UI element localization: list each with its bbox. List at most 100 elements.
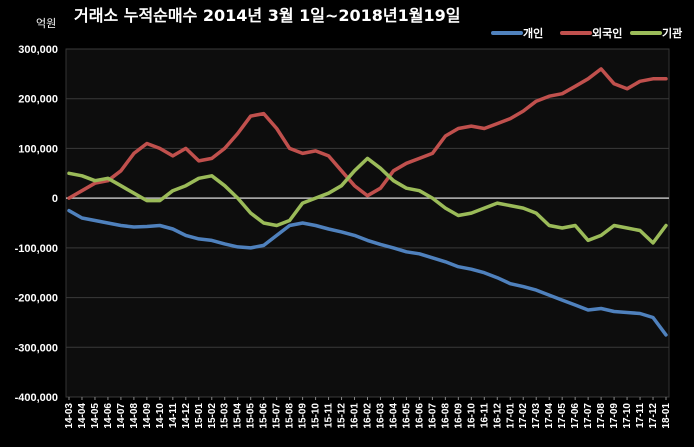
data-point <box>288 219 291 222</box>
x-tick-label: 16-06 <box>414 403 425 429</box>
data-point <box>236 132 239 135</box>
data-point <box>573 303 577 307</box>
data-point <box>366 194 369 197</box>
data-point <box>158 147 162 150</box>
data-point <box>405 250 408 254</box>
data-point <box>249 246 252 250</box>
x-tick-label: 14-04 <box>77 403 88 429</box>
data-point <box>210 157 213 160</box>
data-point <box>664 224 668 227</box>
y-axis-ticks: 300,000 200,000 100,000 0 -100,000 -200,000 -3… <box>15 44 58 404</box>
data-point <box>444 206 447 210</box>
x-tick-label: 14-08 <box>129 403 140 429</box>
data-point <box>249 211 252 215</box>
x-tick-label: 15-08 <box>285 403 296 429</box>
data-point <box>106 221 110 225</box>
x-tick-label: 17-08 <box>596 403 607 429</box>
data-point <box>431 196 434 200</box>
data-point <box>288 147 291 150</box>
data-point <box>301 221 304 225</box>
data-point <box>560 92 564 95</box>
data-point <box>158 199 162 202</box>
data-point <box>132 191 136 195</box>
data-point <box>586 77 590 81</box>
x-tick-label: 15-09 <box>298 403 309 429</box>
data-point <box>340 230 343 234</box>
plot-area <box>65 48 670 398</box>
data-point <box>522 285 525 288</box>
x-tick-label: 15-10 <box>311 403 322 429</box>
data-point <box>327 227 330 231</box>
data-point <box>210 239 213 242</box>
data-point <box>184 147 188 150</box>
data-point <box>197 237 200 241</box>
data-point <box>314 149 317 153</box>
x-tick-label: 17-07 <box>583 403 594 429</box>
data-point <box>638 312 642 315</box>
data-point <box>275 127 278 130</box>
x-tick-label: 16-09 <box>453 403 464 429</box>
x-tick-label: 17-02 <box>518 403 529 429</box>
x-tick-label: 15-11 <box>324 403 335 428</box>
data-point <box>171 154 175 158</box>
x-tick-label: 15-07 <box>272 403 283 429</box>
x-tick-label: 16-07 <box>427 403 438 429</box>
data-point <box>80 216 84 220</box>
data-point <box>353 234 356 237</box>
x-tick-label: 17-11 <box>635 403 646 428</box>
data-point <box>132 152 136 155</box>
series-lines <box>67 67 668 337</box>
data-point <box>560 226 564 230</box>
data-point <box>651 77 655 81</box>
data-point <box>392 169 395 172</box>
data-point <box>444 260 447 263</box>
x-tick-label: 17-10 <box>622 403 633 429</box>
y-tick-label: -100,000 <box>15 243 58 255</box>
x-tick-label: 15-01 <box>194 403 205 429</box>
x-tick-label: 18-01 <box>661 403 672 429</box>
data-point <box>535 288 538 292</box>
x-tick-label: 14-06 <box>103 403 114 429</box>
data-point <box>132 225 136 229</box>
data-point <box>547 95 551 98</box>
data-point <box>612 310 616 313</box>
data-point <box>145 199 149 202</box>
data-point <box>327 191 330 195</box>
x-tick-label: 17-01 <box>505 403 516 429</box>
data-point <box>340 184 343 187</box>
y-tick-label: -300,000 <box>15 342 58 354</box>
data-point <box>599 307 603 310</box>
data-point <box>457 127 460 130</box>
data-point <box>197 159 200 163</box>
data-point <box>457 265 460 268</box>
data-point <box>223 242 226 246</box>
y-tick-label: 0 <box>52 193 58 205</box>
data-point <box>340 169 343 172</box>
data-point <box>496 276 499 279</box>
data-point <box>509 204 512 207</box>
data-point <box>535 100 538 103</box>
data-point <box>119 224 123 227</box>
x-tick-label: 15-12 <box>337 403 348 429</box>
data-point <box>483 127 486 130</box>
data-point <box>470 124 473 128</box>
y-tick-label: 100,000 <box>18 143 58 155</box>
x-tick-label: 14-07 <box>116 403 127 429</box>
x-tick-label: 16-01 <box>350 403 361 429</box>
data-point <box>379 167 382 170</box>
data-point <box>314 224 317 227</box>
data-point <box>210 174 213 177</box>
data-point <box>625 226 629 230</box>
x-tick-label: 15-05 <box>246 403 257 429</box>
grid <box>66 48 669 398</box>
data-point <box>249 114 252 118</box>
x-tick-label: 16-11 <box>479 403 490 428</box>
data-point <box>586 239 590 242</box>
data-point <box>301 201 304 205</box>
data-point <box>67 209 71 212</box>
data-point <box>547 293 551 297</box>
data-point <box>418 157 421 160</box>
data-point <box>522 109 525 113</box>
x-tick-label: 16-05 <box>401 403 412 429</box>
x-tick-label: 17-03 <box>531 403 542 429</box>
